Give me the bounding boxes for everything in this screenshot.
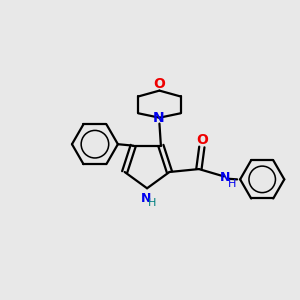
Text: N: N [153,111,165,125]
Text: H: H [227,179,236,189]
Text: N: N [220,170,231,184]
Text: H: H [148,198,157,208]
Text: O: O [154,77,165,91]
Text: O: O [196,134,208,148]
Text: N: N [140,192,151,205]
